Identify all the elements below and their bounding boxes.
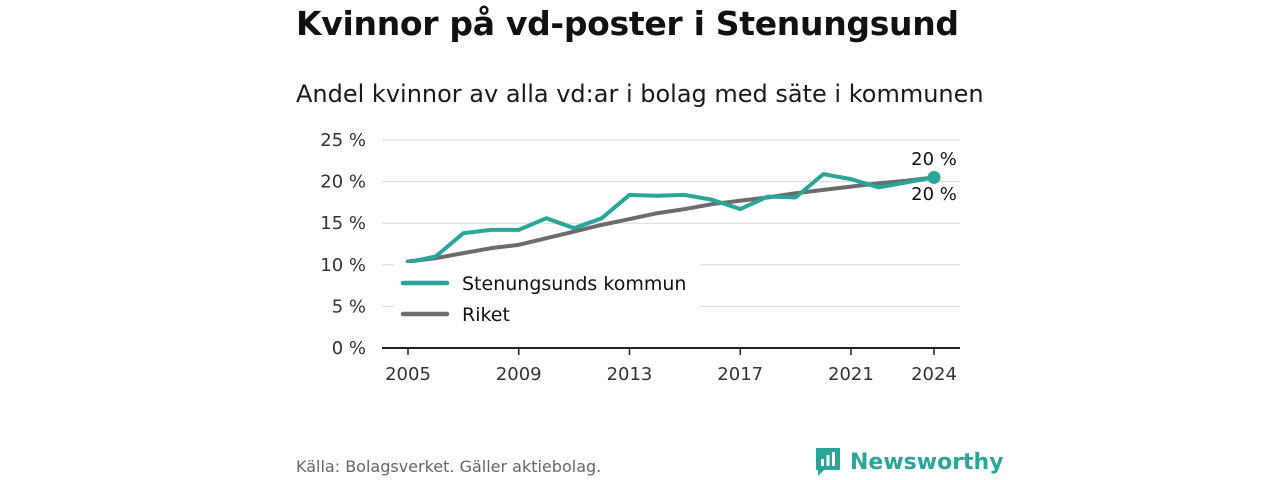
y-tick-label: 10 % [320, 255, 366, 276]
y-tick-label: 25 % [320, 130, 366, 151]
chart-title: Kvinnor på vd-poster i Stenungsund [296, 4, 959, 43]
line-chart: 0 % 5 % 10 % 15 % 20 % 25 % 2005 2009 2013 2017 20… [320, 130, 960, 385]
value-labels: 20 % 20 % [911, 149, 957, 205]
series-lines [406, 170, 941, 265]
legend-label: Riket [462, 304, 510, 326]
y-tick-label: 15 % [320, 213, 366, 234]
y-tick-label: 20 % [320, 172, 366, 193]
bar-chart-logo-icon [816, 448, 840, 476]
series-line [406, 175, 936, 264]
series-line [406, 172, 936, 265]
x-tick-label: 2005 [385, 364, 431, 385]
end-value-label: 20 % [911, 149, 957, 170]
x-tick-label: 2017 [717, 364, 763, 385]
y-tick-label: 5 % [332, 296, 366, 317]
brand-name: Newsworthy [850, 449, 1004, 475]
end-point-marker [927, 170, 941, 184]
x-tick-label: 2009 [496, 364, 542, 385]
chart-subtitle: Andel kvinnor av alla vd:ar i bolag med … [296, 80, 984, 108]
y-tick-label: 0 % [332, 338, 366, 359]
legend-background [394, 263, 700, 331]
end-value-label: 20 % [911, 184, 957, 205]
legend-label: Stenungsunds kommun [462, 273, 686, 295]
brand-logo[interactable]: Newsworthy [814, 446, 1004, 478]
source-note: Källa: Bolagsverket. Gäller aktiebolag. [296, 457, 602, 476]
x-tick-label: 2024 [911, 364, 957, 385]
legend: Stenungsunds kommun Riket [394, 263, 700, 331]
x-tick-label: 2013 [607, 364, 653, 385]
axes: 0 % 5 % 10 % 15 % 20 % 25 % 2005 2009 2013 2017 20… [320, 130, 960, 385]
x-tick-label: 2021 [828, 364, 874, 385]
